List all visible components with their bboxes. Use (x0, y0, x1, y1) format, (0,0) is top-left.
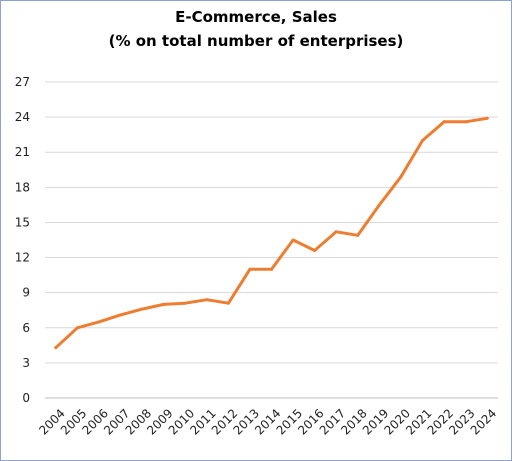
x-axis: 2004200520062007200820092010201120122013… (36, 406, 499, 437)
y-tick-label: 0 (22, 391, 30, 405)
data-point (442, 120, 446, 124)
chart-subtitle: (% on total number of enterprises) (108, 32, 404, 50)
data-point (334, 230, 338, 234)
data-point (226, 301, 230, 305)
data-point (313, 249, 317, 253)
data-point (119, 313, 122, 317)
data-point (356, 233, 360, 237)
data-point (248, 267, 252, 271)
y-tick-label: 21 (15, 145, 30, 159)
chart-title: E-Commerce, Sales (175, 8, 337, 26)
data-point (291, 238, 295, 242)
data-point (54, 346, 58, 350)
y-tick-label: 6 (22, 321, 30, 335)
data-point (421, 139, 424, 143)
data-point (464, 120, 468, 124)
y-tick-label: 24 (15, 110, 30, 124)
y-tick-label: 18 (15, 180, 30, 194)
y-tick-label: 3 (22, 356, 30, 370)
data-point (162, 302, 166, 306)
series-group (54, 116, 489, 350)
data-point (140, 307, 144, 311)
data-point (399, 175, 403, 179)
gridlines (45, 81, 498, 399)
data-point (205, 298, 209, 302)
y-tick-label: 15 (15, 215, 30, 229)
data-point (270, 267, 273, 271)
y-tick-label: 12 (15, 251, 30, 265)
y-tick-label: 9 (22, 286, 30, 300)
data-point (377, 203, 381, 207)
y-tick-label: 27 (15, 75, 30, 89)
y-axis: 0 3 6 9 12 15 18 21 24 27 (15, 75, 30, 405)
data-point (183, 301, 187, 305)
data-point (485, 116, 489, 120)
data-point (75, 326, 79, 330)
data-point (97, 320, 101, 324)
